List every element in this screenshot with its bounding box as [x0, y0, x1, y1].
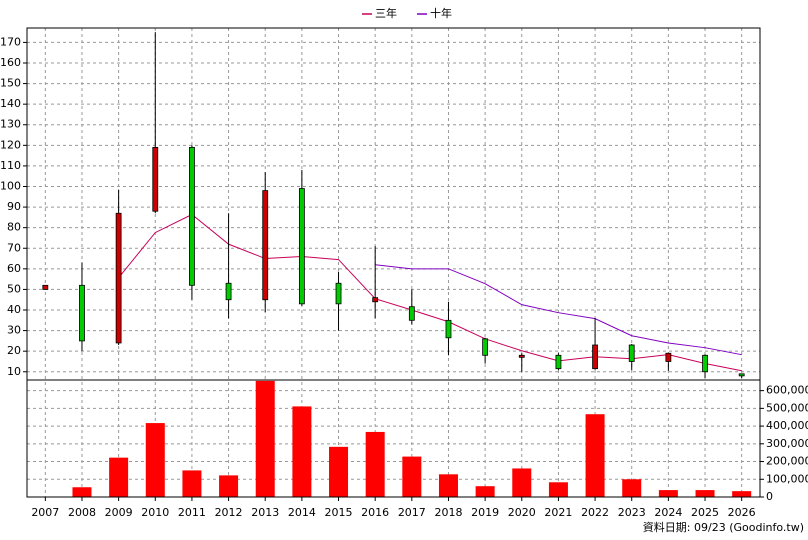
- volume-bar: [622, 479, 642, 497]
- y-tick-label: 200,000: [766, 455, 808, 468]
- y-tick-label: 600,000: [766, 384, 808, 397]
- y-tick-label: 0: [766, 490, 773, 503]
- legend-label: 十年: [430, 6, 452, 20]
- candle-body: [189, 146, 195, 286]
- y-tick-label: 300,000: [766, 437, 808, 450]
- x-tick-label: 2016: [361, 506, 389, 519]
- x-tick-label: 2011: [178, 506, 206, 519]
- legend-label: 三年: [375, 6, 397, 20]
- y-tick-label: 70: [7, 241, 21, 254]
- volume-bar: [365, 431, 385, 497]
- volume-bar: [585, 414, 605, 497]
- volume-bar: [512, 468, 532, 497]
- volume-bar: [182, 470, 202, 497]
- candle-body: [372, 297, 379, 303]
- volume-bar: [658, 490, 678, 497]
- x-tick-label: 2014: [288, 506, 316, 519]
- volume-bar: [438, 474, 458, 497]
- x-tick-label: 2009: [105, 506, 133, 519]
- volume-bar: [695, 490, 715, 497]
- x-tick-label: 2007: [31, 506, 59, 519]
- candle-body: [445, 319, 452, 339]
- volume-bar: [255, 380, 275, 497]
- y-tick-label: 150: [0, 77, 21, 90]
- y-tick-label: 100: [0, 180, 21, 193]
- candle-body: [79, 284, 85, 342]
- y-tick-label: 100,000: [766, 472, 808, 485]
- volume-bar: [548, 482, 568, 497]
- candle-body: [665, 352, 672, 362]
- candle-body: [298, 188, 305, 305]
- y-tick-label: 30: [7, 324, 21, 337]
- x-tick-label: 2010: [141, 506, 169, 519]
- y-tick-label: 80: [7, 221, 21, 234]
- x-tick-label: 2015: [325, 506, 353, 519]
- x-tick-label: 2021: [544, 506, 572, 519]
- x-tick-label: 2025: [691, 506, 719, 519]
- candle-body: [335, 282, 342, 305]
- candle-body: [702, 354, 708, 373]
- ma-line: [375, 264, 742, 356]
- x-tick-label: 2013: [251, 506, 279, 519]
- x-tick-label: 2018: [434, 506, 462, 519]
- volume-bar: [72, 487, 92, 497]
- x-tick-label: 2020: [508, 506, 536, 519]
- x-tick-label: 2019: [471, 506, 499, 519]
- x-tick-label: 2022: [581, 506, 609, 519]
- footer: 資料日期: 09/23 (Goodinfo.tw): [643, 520, 804, 534]
- y-tick-label: 130: [0, 118, 21, 131]
- y-tick-label: 90: [7, 200, 21, 213]
- volume-bar: [145, 423, 165, 497]
- candle-body: [225, 282, 232, 301]
- y-tick-label: 170: [0, 35, 21, 48]
- candle-body: [42, 284, 49, 290]
- candle-body: [738, 373, 745, 377]
- y-tick-label: 120: [0, 138, 21, 151]
- candle-body: [555, 354, 562, 370]
- x-tick-label: 2012: [215, 506, 243, 519]
- y-tick-label: 160: [0, 56, 21, 69]
- candle-body: [518, 354, 525, 358]
- x-tick-label: 2023: [618, 506, 646, 519]
- volume-bar: [219, 475, 239, 497]
- candle-body: [592, 344, 598, 370]
- volume-bar: [475, 486, 495, 497]
- candle-body: [482, 338, 489, 356]
- x-tick-label: 2017: [398, 506, 426, 519]
- y-tick-label: 110: [0, 159, 21, 172]
- y-tick-label: 40: [7, 303, 21, 316]
- y-tick-label: 500,000: [766, 401, 808, 414]
- candle-body: [152, 146, 159, 212]
- y-tick-label: 50: [7, 282, 21, 295]
- x-tick-label: 2024: [654, 506, 682, 519]
- y-tick-label: 400,000: [766, 419, 808, 432]
- volume-bar: [109, 457, 129, 497]
- volume-bar: [329, 446, 349, 497]
- y-tick-label: 60: [7, 262, 21, 275]
- y-tick-label: 10: [7, 365, 21, 378]
- candle-body: [115, 212, 122, 344]
- volume-bar: [732, 491, 752, 497]
- volume-bar: [292, 406, 312, 497]
- candle-body: [408, 306, 415, 321]
- y-tick-label: 140: [0, 97, 21, 110]
- panel-frame: [26, 379, 761, 498]
- x-tick-label: 2026: [728, 506, 756, 519]
- candle-body: [262, 190, 269, 301]
- volume-bar: [402, 456, 422, 497]
- ma-line: [118, 213, 742, 372]
- y-tick-label: 20: [7, 344, 21, 357]
- candle-body: [628, 344, 635, 362]
- x-tick-label: 2008: [68, 506, 96, 519]
